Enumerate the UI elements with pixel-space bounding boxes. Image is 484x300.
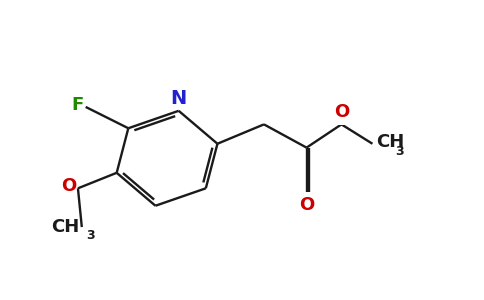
Text: O: O	[61, 177, 76, 195]
Text: 3: 3	[86, 229, 95, 242]
FancyBboxPatch shape	[173, 94, 184, 108]
FancyBboxPatch shape	[74, 101, 84, 113]
FancyBboxPatch shape	[335, 112, 347, 125]
Text: O: O	[299, 196, 314, 214]
FancyBboxPatch shape	[301, 192, 312, 206]
Text: N: N	[170, 89, 187, 108]
FancyBboxPatch shape	[66, 182, 76, 194]
Text: CH: CH	[377, 133, 405, 151]
Text: O: O	[334, 103, 349, 121]
Text: CH: CH	[52, 218, 80, 236]
Text: F: F	[72, 96, 84, 114]
Text: 3: 3	[395, 145, 404, 158]
